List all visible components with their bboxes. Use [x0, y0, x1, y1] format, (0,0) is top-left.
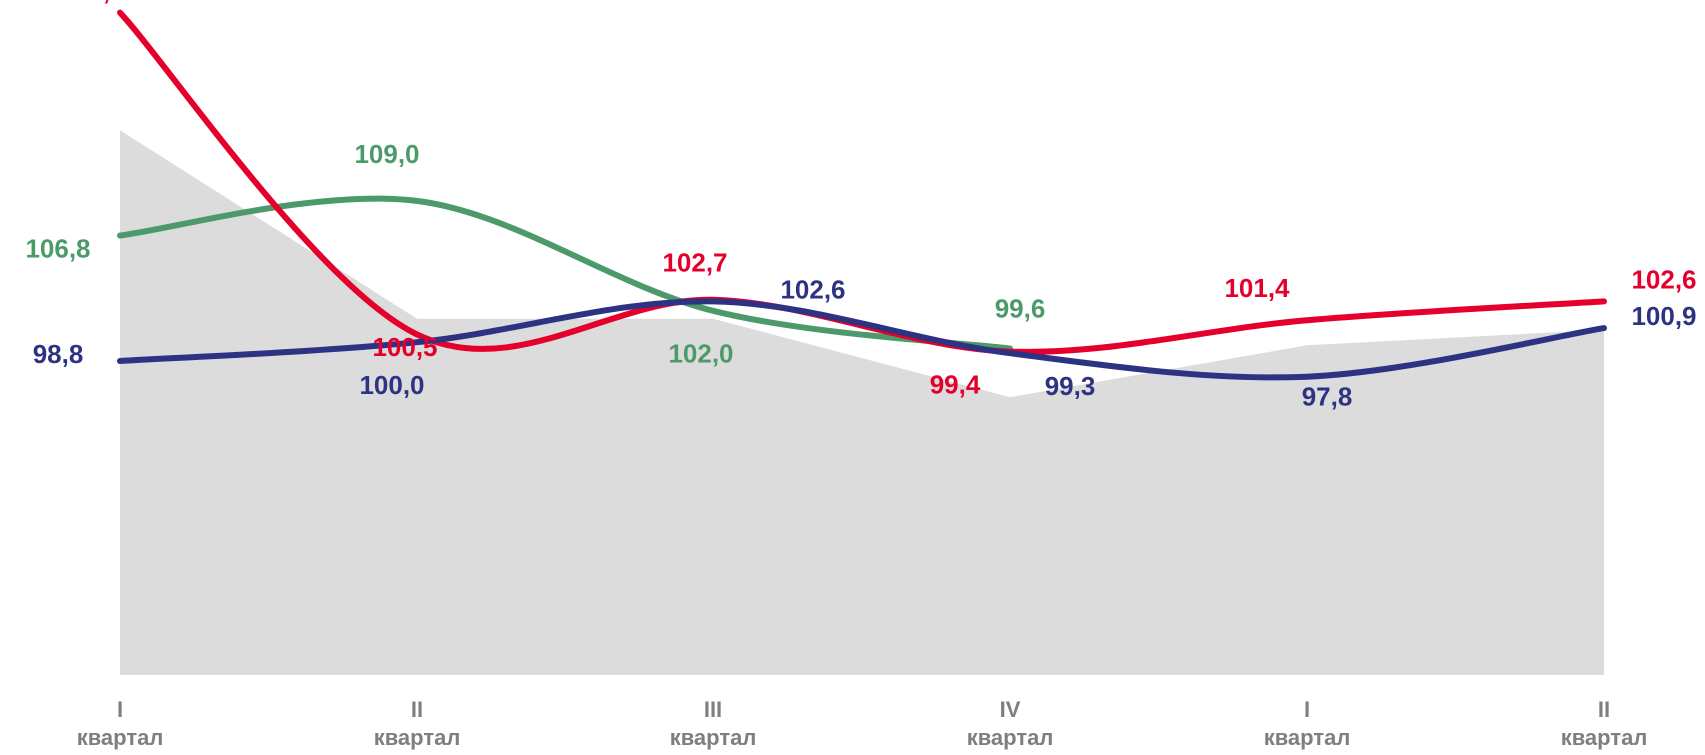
series-lines-layer — [117, 9, 1607, 381]
x-tick-numeral: III — [704, 697, 722, 722]
data-label: 98,8 — [33, 339, 84, 369]
x-tick-word: квартал — [967, 725, 1054, 750]
x-tick-numeral: II — [1598, 697, 1610, 722]
data-label: 99,3 — [1045, 371, 1096, 401]
x-tick-numeral: I — [1304, 697, 1310, 722]
data-label: 102,6 — [1631, 264, 1696, 294]
x-tick-word: квартал — [77, 725, 164, 750]
data-label: 109,0 — [354, 139, 419, 169]
x-tick-word: квартал — [1264, 725, 1351, 750]
data-label: 101,4 — [1224, 273, 1290, 303]
x-tick-word: квартал — [374, 725, 461, 750]
series-line-1 — [117, 195, 1013, 352]
background-area — [120, 130, 1604, 676]
x-tick-numeral: II — [411, 697, 423, 722]
data-label: 99,6 — [995, 293, 1046, 323]
x-tick-numeral: I — [117, 697, 123, 722]
x-tick-numeral: IV — [1000, 697, 1021, 722]
data-labels-layer: 121,0 100,5 102,7 99,4 101,4 102,6 106,8 109,0 1… — [25, 0, 1696, 412]
x-tick-word: квартал — [1561, 725, 1648, 750]
x-tick-word: квартал — [670, 725, 757, 750]
data-label: 100,0 — [359, 370, 424, 400]
data-label: 100,9 — [1631, 301, 1696, 331]
data-label: 99,4 — [930, 370, 981, 400]
data-label: 102,6 — [780, 274, 845, 304]
data-label: 97,8 — [1302, 382, 1353, 412]
data-label: 106,8 — [25, 233, 90, 263]
data-label: 102,0 — [668, 339, 733, 369]
background-area-layer — [120, 130, 1604, 676]
data-label: 102,7 — [662, 248, 727, 278]
data-label: 100,5 — [372, 332, 437, 362]
data-label: 121,0 — [59, 0, 124, 5]
series-line-2 — [117, 298, 1607, 381]
